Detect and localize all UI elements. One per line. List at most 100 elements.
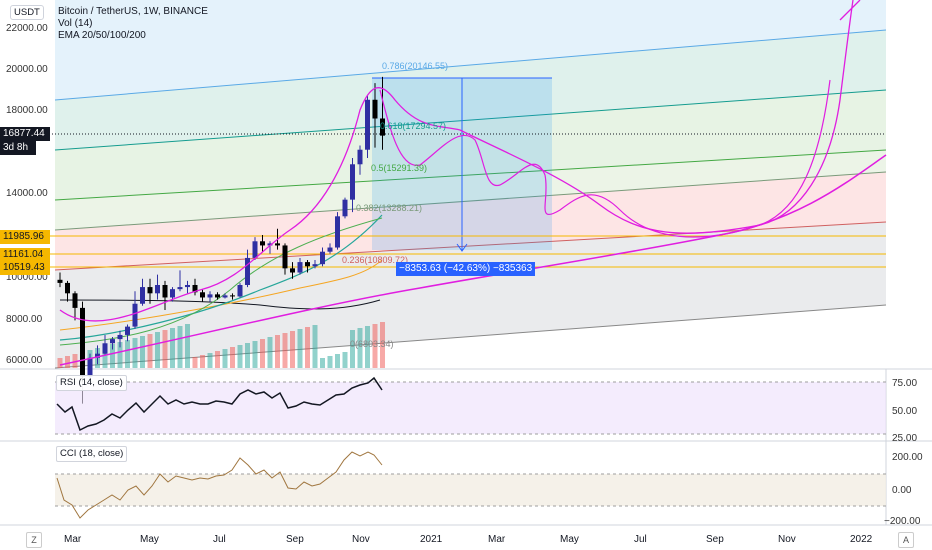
level-price-badge: 11985.96 (0, 230, 50, 244)
rsi-tick: 25.00 (892, 433, 918, 444)
price-tick: 10000.00 (6, 272, 48, 283)
time-tick: Jul (634, 534, 647, 545)
projection-curve (839, 0, 861, 21)
candle-body (305, 262, 310, 267)
volume-indicator-label[interactable]: Vol (14) (58, 18, 93, 29)
fib-level-label: 0.5(15291.39) (371, 163, 428, 173)
volume-bar (357, 328, 363, 368)
cci-band (55, 474, 886, 506)
candle-body (162, 284, 168, 298)
time-tick: May (560, 534, 579, 545)
volume-bar (215, 351, 220, 368)
auto-scale-button[interactable]: A (898, 532, 914, 548)
volume-bar (320, 358, 325, 368)
fib-channel-line (54, 221, 887, 271)
fib-channel-band (55, 150, 886, 230)
volume-bar (380, 322, 385, 368)
time-tick: 2022 (850, 534, 873, 545)
candle-body (132, 303, 138, 327)
volume-bar (372, 324, 378, 368)
candle-body (125, 326, 130, 335)
cci-pane-title[interactable]: CCI (18, close) (56, 446, 128, 462)
volume-bar (147, 334, 153, 368)
volume-bar (237, 345, 243, 368)
price-range-measure-label[interactable]: −8353.63 (−42.63%) −835363 (396, 262, 536, 276)
candle-body (110, 339, 115, 344)
candle-body (192, 284, 198, 293)
candle-body (350, 164, 355, 200)
rsi-tick: 50.00 (892, 406, 918, 417)
volume-bar (365, 326, 370, 368)
fib-channel-line (54, 89, 887, 151)
volume-bar (125, 340, 130, 368)
volume-bar (305, 327, 310, 368)
ema-line (59, 217, 383, 346)
candle-body (237, 284, 243, 297)
cci-line (56, 451, 383, 519)
candle-body (185, 284, 190, 288)
candle-body (57, 279, 63, 283)
candle-body (335, 216, 340, 248)
volume-bar (350, 330, 355, 368)
candle-body (140, 287, 145, 304)
time-tick: Sep (706, 534, 724, 545)
volume-bar (140, 336, 145, 368)
time-tick: 2021 (420, 534, 443, 545)
candle-body (275, 243, 280, 246)
volume-bar (327, 356, 333, 368)
candle-body (245, 257, 250, 285)
ema-line (59, 259, 383, 331)
symbol-title: Bitcoin / TetherUS, 1W, BINANCE (58, 6, 208, 17)
projection-curve (59, 0, 854, 322)
volume-bar (245, 343, 250, 368)
zoom-reset-button[interactable]: Z (26, 532, 42, 548)
fib-level-label: 0.382(13288.21) (356, 203, 423, 213)
cci-tick: 200.00 (892, 452, 923, 463)
time-tick: Mar (64, 534, 82, 545)
candle-body (170, 289, 175, 298)
candle-body (102, 343, 108, 354)
candle-body (327, 247, 333, 252)
candle-body (260, 241, 265, 246)
volume-bar (230, 347, 235, 368)
price-tick: 20000.00 (6, 64, 48, 75)
candle-body (312, 264, 318, 267)
volume-bar (162, 330, 168, 368)
volume-bar (177, 326, 183, 368)
time-tick: Mar (488, 534, 506, 545)
rsi-pane-title[interactable]: RSI (14, close) (56, 375, 127, 391)
candle-body (207, 294, 213, 298)
ema-indicator-label[interactable]: EMA 20/50/100/200 (58, 30, 146, 41)
candle-body (320, 251, 325, 265)
level-price-badge: 10519.43 (0, 261, 50, 275)
volume-bar (222, 349, 228, 368)
volume-bar (282, 333, 288, 368)
volume-bar (155, 332, 160, 368)
volume-bar (65, 356, 70, 368)
time-tick: Nov (778, 534, 796, 545)
volume-bar (200, 355, 205, 368)
currency-badge[interactable]: USDT (10, 5, 44, 20)
candle-body (80, 307, 85, 377)
price-tick: 6000.00 (6, 355, 43, 366)
volume-bar (57, 358, 63, 368)
fib-channel-band (55, 0, 886, 100)
volume-bar (267, 337, 273, 368)
volume-bar (297, 329, 303, 368)
cci-tick: 0.00 (892, 485, 912, 496)
volume-bar (192, 357, 198, 368)
candle-body (222, 295, 228, 298)
fib-level-label: 0.786(20146.55) (382, 61, 449, 71)
candle-body (155, 284, 160, 294)
level-price-badge: 11161.04 (0, 248, 50, 262)
candle-body (95, 353, 100, 358)
fib-channel-band (55, 90, 886, 200)
time-tick: Jul (213, 534, 226, 545)
fib-channel-line (54, 29, 887, 101)
rsi-tick: 75.00 (892, 378, 918, 389)
price-tick: 18000.00 (6, 105, 48, 116)
cci-tick: −200.00 (884, 516, 921, 527)
fib-channel-line (54, 149, 887, 201)
ema-line (59, 214, 383, 341)
